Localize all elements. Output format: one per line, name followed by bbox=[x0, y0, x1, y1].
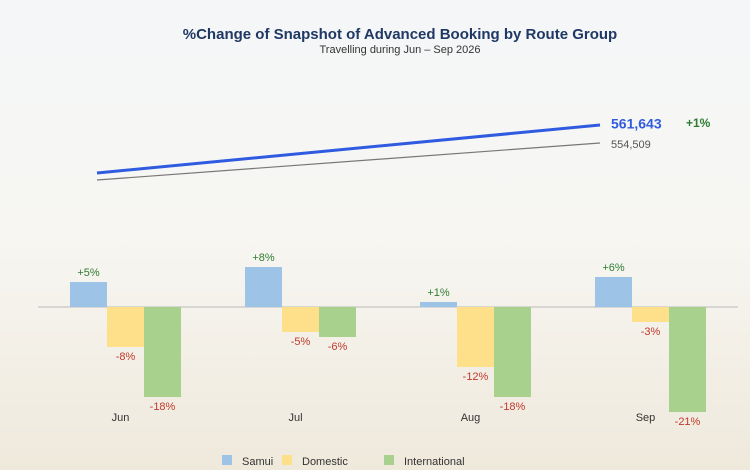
trend-line-current bbox=[96, 123, 601, 175]
data-label: +5% bbox=[77, 267, 100, 279]
data-label: +8% bbox=[252, 252, 275, 264]
trend-change: +1% bbox=[686, 116, 711, 130]
x-tick-label: Aug bbox=[461, 412, 481, 424]
data-label: -12% bbox=[463, 371, 489, 383]
trend-line-previous bbox=[96, 142, 601, 181]
legend-swatch bbox=[282, 455, 292, 465]
legend-label: International bbox=[404, 456, 465, 468]
bar bbox=[319, 307, 356, 337]
data-label: +6% bbox=[602, 262, 625, 274]
x-tick-label: Sep bbox=[636, 412, 656, 424]
bar bbox=[669, 307, 706, 412]
bar bbox=[245, 267, 282, 307]
data-label: +1% bbox=[427, 287, 450, 299]
bar bbox=[494, 307, 531, 397]
data-label: -6% bbox=[328, 341, 348, 353]
bar bbox=[632, 307, 669, 322]
x-tick-label: Jul bbox=[288, 412, 302, 424]
legend-swatch bbox=[222, 455, 232, 465]
bar bbox=[420, 302, 457, 307]
chart-title: %Change of Snapshot of Advanced Booking … bbox=[183, 26, 617, 43]
data-label: -3% bbox=[641, 326, 661, 338]
bar bbox=[107, 307, 144, 347]
chart-subtitle: Travelling during Jun – Sep 2026 bbox=[319, 44, 480, 56]
legend-swatch bbox=[384, 455, 394, 465]
legend-label: Domestic bbox=[302, 456, 348, 468]
data-label: -21% bbox=[675, 416, 701, 428]
x-tick-label: Jun bbox=[112, 412, 130, 424]
data-label: -8% bbox=[116, 351, 136, 363]
data-label: -18% bbox=[500, 401, 526, 413]
bar bbox=[144, 307, 181, 397]
trend-previous: 554,509 bbox=[611, 139, 651, 151]
bar bbox=[282, 307, 319, 332]
bar bbox=[595, 277, 632, 307]
data-label: -18% bbox=[150, 401, 176, 413]
trend-current: 561,643 bbox=[611, 116, 662, 132]
data-label: -5% bbox=[291, 336, 311, 348]
bar bbox=[70, 282, 107, 307]
bar bbox=[457, 307, 494, 367]
legend-label: Samui bbox=[242, 456, 273, 468]
